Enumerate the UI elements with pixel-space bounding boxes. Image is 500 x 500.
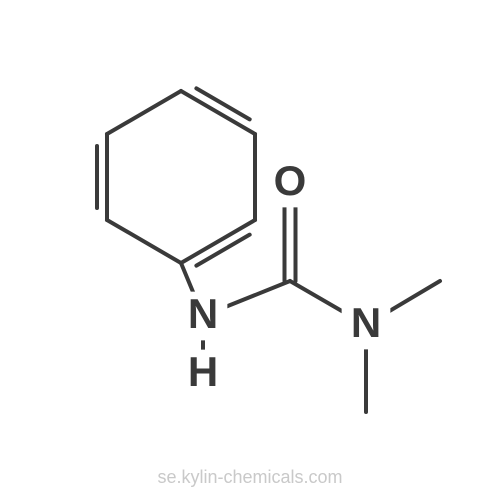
atom-label-o: O (274, 157, 307, 204)
molecule-figure: { "canvas": { "width": 500, "height": 50… (0, 0, 500, 500)
atom-label-h: H (188, 348, 218, 395)
molecule-svg: NHON (0, 0, 500, 500)
atom-label-n: N (188, 290, 218, 337)
atom-label-n: N (351, 299, 381, 346)
